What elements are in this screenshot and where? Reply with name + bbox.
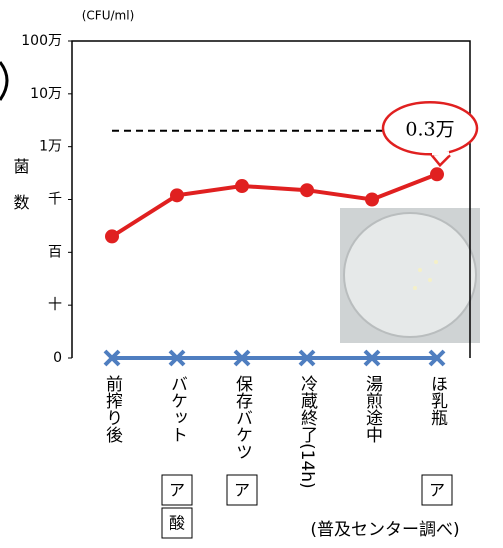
edge-bracket	[0, 61, 9, 101]
y-tick-label: 10万	[30, 86, 62, 102]
point-marker	[428, 349, 446, 367]
y-tick-label: 0	[53, 350, 62, 366]
note-box	[161, 507, 193, 539]
y-tick-label: 千	[48, 192, 62, 208]
point-marker	[430, 167, 444, 182]
point-marker	[170, 188, 184, 203]
point-marker	[235, 179, 249, 194]
note-box	[161, 474, 193, 506]
note-text: ア	[169, 481, 185, 500]
source-note: (普及センター調べ)	[310, 520, 459, 540]
y-tick-label: 100万	[21, 33, 62, 49]
y-tick-label: 十	[48, 297, 62, 313]
value-label: 0.3万	[405, 118, 454, 140]
point-marker	[300, 183, 314, 198]
note-text: ア	[234, 481, 250, 500]
y-tick-label: 百	[48, 244, 62, 260]
note-text: ア	[429, 481, 445, 500]
x-tick-label: 冷蔵終了(14h)	[297, 375, 318, 489]
callout	[430, 153, 451, 168]
note-box	[226, 474, 258, 506]
note-text: 酸	[169, 514, 185, 533]
note-box	[421, 474, 453, 506]
point-marker	[363, 349, 381, 367]
callout	[381, 101, 479, 156]
petri-photo	[340, 208, 480, 343]
point-marker	[365, 192, 379, 207]
unit-label: (CFU/ml)	[82, 9, 135, 23]
series-line	[110, 172, 438, 239]
x-tick-label: バケット	[167, 375, 187, 443]
x-tick-label: 前搾り後	[102, 375, 123, 443]
point-marker	[168, 349, 186, 367]
point-marker	[103, 349, 121, 367]
x-tick-label: 湯煎途中	[362, 375, 383, 443]
point-marker	[233, 349, 251, 367]
point-marker	[105, 229, 119, 244]
point-marker	[298, 349, 316, 367]
x-tick-label: ほ乳瓶	[427, 375, 448, 426]
x-tick-label: 保存バケツ	[232, 375, 253, 460]
y-tick-label: 1万	[39, 139, 62, 155]
y-axis-label: 菌数	[11, 158, 30, 230]
